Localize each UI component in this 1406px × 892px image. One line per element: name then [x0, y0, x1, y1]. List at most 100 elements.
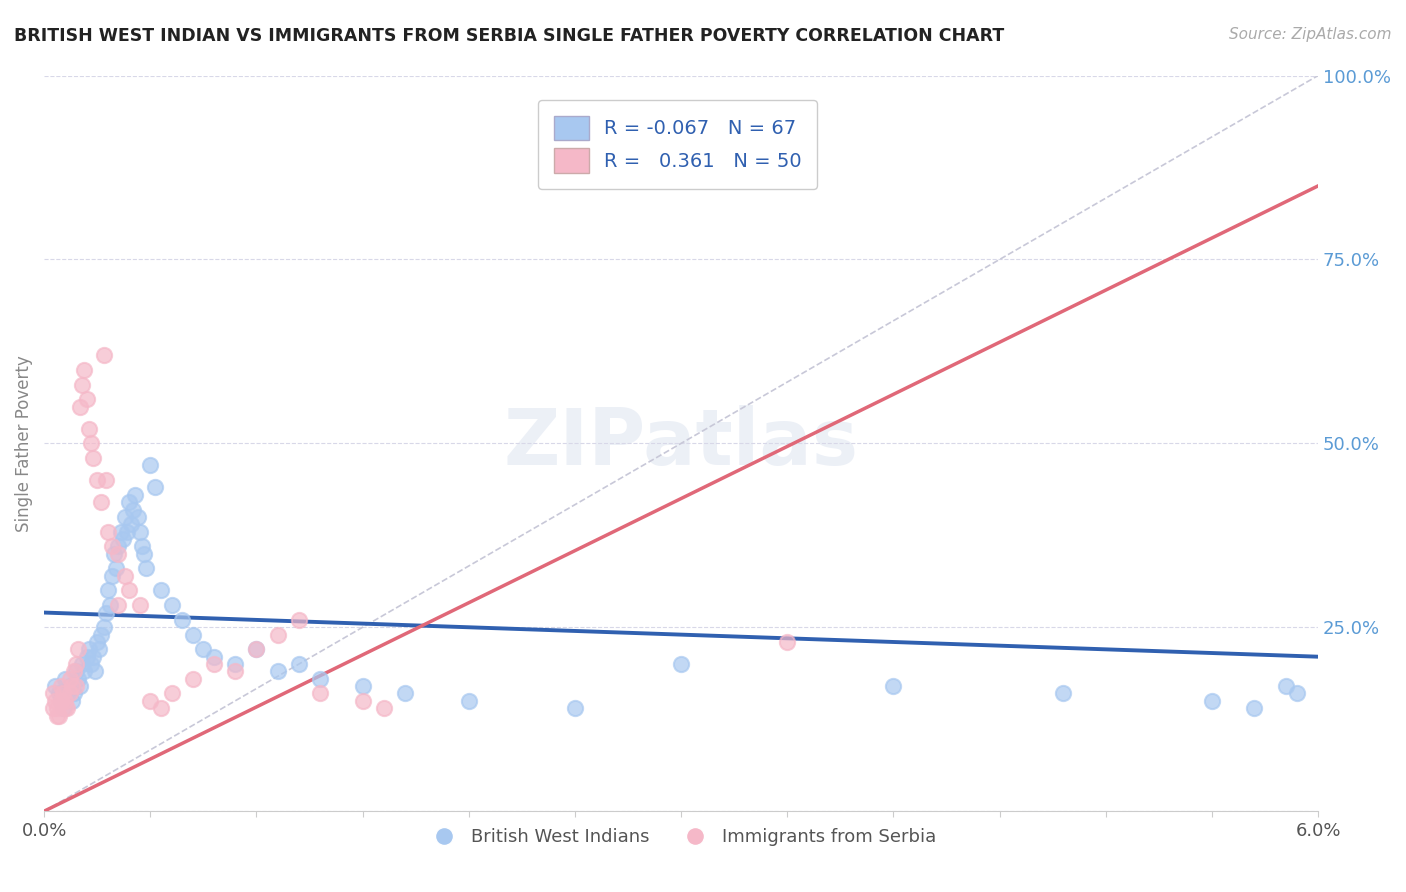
- Point: [120, 517, 142, 532]
- Point: [76, 392, 98, 407]
- Point: [124, 488, 146, 502]
- Point: [72, 377, 94, 392]
- Point: [72, 657, 94, 671]
- Point: [77, 422, 100, 436]
- Point: [49, 694, 72, 708]
- Point: [56, 686, 79, 700]
- Point: [45, 701, 67, 715]
- Point: [56, 701, 79, 715]
- Point: [202, 657, 225, 671]
- Point: [45, 708, 67, 723]
- Point: [77, 642, 100, 657]
- Point: [49, 694, 72, 708]
- Point: [352, 679, 374, 693]
- Point: [84, 665, 107, 679]
- Text: ZIPatlas: ZIPatlas: [503, 405, 859, 482]
- Point: [224, 657, 246, 671]
- Point: [103, 547, 125, 561]
- Point: [69, 679, 91, 693]
- Point: [49, 679, 72, 693]
- Point: [44, 679, 66, 693]
- Point: [111, 532, 134, 546]
- Point: [65, 657, 87, 671]
- Point: [245, 642, 267, 657]
- Point: [48, 708, 70, 723]
- Point: [1243, 701, 1265, 715]
- Point: [1275, 679, 1298, 693]
- Point: [160, 686, 183, 700]
- Point: [776, 635, 799, 649]
- Point: [94, 606, 117, 620]
- Point: [107, 539, 129, 553]
- Point: [202, 649, 225, 664]
- Point: [669, 657, 692, 671]
- Text: Source: ZipAtlas.com: Source: ZipAtlas.com: [1229, 27, 1392, 42]
- Point: [266, 627, 288, 641]
- Point: [76, 649, 98, 664]
- Point: [143, 481, 166, 495]
- Point: [245, 642, 267, 657]
- Point: [58, 686, 80, 700]
- Point: [181, 672, 204, 686]
- Point: [224, 665, 246, 679]
- Point: [63, 686, 86, 700]
- Point: [115, 524, 138, 539]
- Point: [82, 649, 104, 664]
- Point: [114, 568, 136, 582]
- Point: [160, 598, 183, 612]
- Point: [193, 642, 215, 657]
- Point: [60, 694, 83, 708]
- Point: [90, 495, 112, 509]
- Point: [107, 598, 129, 612]
- Point: [309, 672, 332, 686]
- Point: [41, 701, 63, 715]
- Point: [82, 451, 104, 466]
- Point: [127, 510, 149, 524]
- Point: [67, 642, 90, 657]
- Point: [128, 524, 150, 539]
- Point: [132, 547, 155, 561]
- Point: [53, 701, 76, 715]
- Point: [122, 502, 145, 516]
- Point: [118, 495, 141, 509]
- Point: [53, 672, 76, 686]
- Point: [288, 657, 311, 671]
- Point: [52, 701, 75, 715]
- Point: [128, 598, 150, 612]
- Point: [97, 524, 120, 539]
- Point: [110, 524, 132, 539]
- Point: [73, 363, 96, 377]
- Point: [1052, 686, 1074, 700]
- Point: [118, 583, 141, 598]
- Point: [882, 679, 904, 693]
- Point: [90, 627, 112, 641]
- Point: [65, 679, 87, 693]
- Y-axis label: Single Father Poverty: Single Father Poverty: [15, 355, 32, 532]
- Point: [60, 679, 83, 693]
- Point: [86, 635, 108, 649]
- Text: BRITISH WEST INDIAN VS IMMIGRANTS FROM SERBIA SINGLE FATHER POVERTY CORRELATION : BRITISH WEST INDIAN VS IMMIGRANTS FROM S…: [14, 27, 1004, 45]
- Point: [41, 686, 63, 700]
- Point: [139, 694, 162, 708]
- Point: [457, 694, 479, 708]
- Point: [114, 510, 136, 524]
- Legend: British West Indians, Immigrants from Serbia: British West Indians, Immigrants from Se…: [419, 822, 943, 854]
- Point: [564, 701, 586, 715]
- Point: [131, 539, 153, 553]
- Point: [52, 686, 75, 700]
- Point: [80, 657, 103, 671]
- Point: [181, 627, 204, 641]
- Point: [93, 348, 115, 362]
- Point: [288, 613, 311, 627]
- Point: [172, 613, 194, 627]
- Point: [67, 672, 90, 686]
- Point: [44, 694, 66, 708]
- Point: [65, 665, 87, 679]
- Point: [107, 547, 129, 561]
- Point: [58, 679, 80, 693]
- Point: [63, 665, 86, 679]
- Point: [58, 672, 80, 686]
- Point: [105, 561, 128, 575]
- Point: [98, 598, 121, 612]
- Point: [89, 642, 111, 657]
